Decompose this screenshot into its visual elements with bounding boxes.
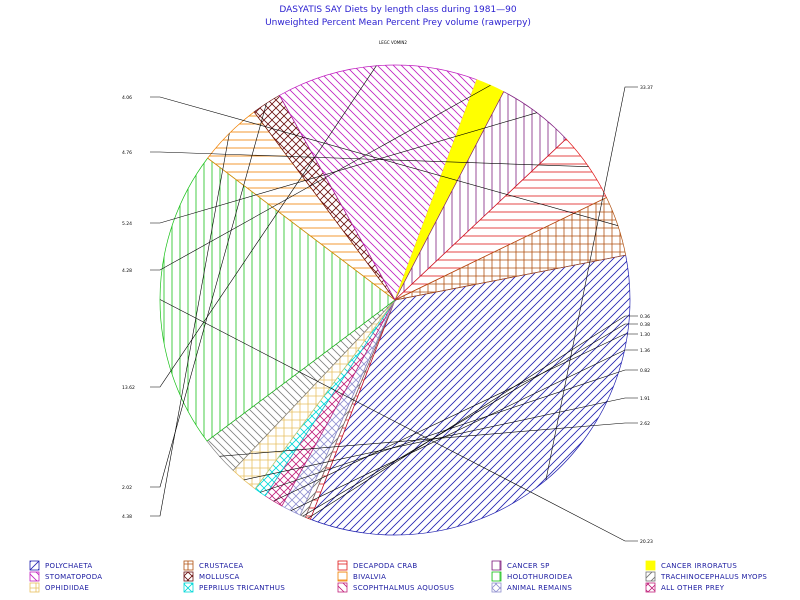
slice-holothuroidea — [159, 157, 396, 442]
leader-line-decapoda-crab — [307, 315, 638, 519]
leader-line-scophthalmus-aquosus — [219, 422, 638, 457]
legend-swatch-peprilus-tricanthus — [183, 582, 194, 593]
slice-label-decapoda-crab: 4.76 — [122, 150, 132, 156]
slice-label-stomatopoda: 13.62 — [122, 385, 135, 391]
pie-slices — [159, 64, 631, 536]
slice-label-cancer-sp: 5.24 — [122, 221, 132, 227]
slice-label-bivalvia: 4.38 — [122, 514, 132, 520]
legend-label-bivalvia: BIVALVIA — [353, 573, 386, 581]
leader-line-animal-remains — [290, 349, 638, 511]
legend-label-polychaeta: POLYCHAETA — [45, 562, 92, 570]
legend-swatch-holothuroidea — [491, 571, 502, 582]
leader-line-ophidiidae — [243, 397, 638, 481]
chart-small-heading: LEGC VOMIN2 — [379, 40, 407, 45]
leader-line-trachinocephalus-myops — [302, 323, 638, 517]
slice-label-all-other-prey: 1.30 — [640, 332, 650, 338]
legend-label-cancer-irroratus: CANCER IRRORATUS — [661, 562, 737, 570]
legend-swatch-animal-remains — [491, 582, 502, 593]
legend-swatch-decapoda-crab — [337, 560, 348, 571]
slice-label-polychaeta: 33.37 — [640, 85, 653, 91]
legend-label-ophidiidae: OPHIDIIDAE — [45, 584, 89, 592]
leader-line-peprilus-tricanthus — [260, 369, 638, 493]
legend-label-peprilus-tricanthus: PEPRILUS TRICANTHUS — [199, 584, 285, 592]
legend-label-animal-remains: ANIMAL REMAINS — [507, 584, 572, 592]
legend-label-mollusca: MOLLUSCA — [199, 573, 240, 581]
legend-swatch-trachinocephalus-myops — [645, 571, 656, 582]
legend-swatch-cancer-irroratus — [645, 560, 656, 571]
slice-label-mollusca: 2.02 — [122, 485, 132, 491]
legend-swatch-scophthalmus-aquosus — [337, 582, 348, 593]
leader-line-mollusca — [150, 103, 267, 488]
slice-label-ophidiidae: 1.91 — [640, 396, 650, 402]
legend-swatch-bivalvia — [337, 571, 348, 582]
legend-swatch-stomatopoda — [29, 571, 40, 582]
chart-subtitle: Unweighted Percent Mean Percent Prey vol… — [265, 18, 531, 28]
slice-label-crustacea: 4.06 — [122, 95, 132, 101]
legend-swatch-crustacea — [183, 560, 194, 571]
legend-swatch-ophidiidae — [29, 582, 40, 593]
leader-line-decapoda-crab — [150, 151, 589, 167]
leader-line-bivalvia — [150, 133, 230, 517]
slice-label-trachinocephalus-myops: 0.38 — [640, 322, 650, 328]
legend-label-cancer-sp: CANCER SP — [507, 562, 550, 570]
leader-line-holothuroidea — [159, 299, 638, 542]
slice-label-peprilus-tricanthus: 0.82 — [640, 368, 650, 374]
slice-label-cancer-irroratus: 4.28 — [122, 268, 132, 274]
slice-labels: 33.37 0.36 0.38 1.36 1.30 0.82 1.91 2.62 20.23 4.… — [122, 65, 653, 545]
slice-label-scophthalmus-aquosus: 2.62 — [640, 421, 650, 427]
leader-line-cancer-irroratus — [150, 85, 491, 271]
leader-line-cancer-sp — [150, 112, 537, 224]
legend-label-all-other-prey: ALL OTHER PREY — [661, 584, 725, 592]
legend-label-decapoda-crab: DECAPODA CRAB — [353, 562, 417, 570]
leader-line-crustacea — [150, 96, 619, 226]
legend-swatch-all-other-prey — [645, 582, 656, 593]
leader-line-stomatopoda — [150, 65, 377, 388]
legend-label-stomatopoda: STOMATOPODA — [45, 573, 102, 581]
legend-swatch-polychaeta — [29, 560, 40, 571]
slice-polychaeta — [309, 254, 631, 536]
legend-label-scophthalmus-aquosus: SCOPHTHALMUS AQUOSUS — [353, 584, 454, 592]
leader-line-polychaeta — [545, 86, 638, 481]
legend-swatch-cancer-sp — [491, 560, 502, 571]
legend-label-trachinocephalus-myops: TRACHINOCEPHALUS MYOPS — [660, 573, 767, 581]
leader-line-all-other-prey — [273, 333, 638, 502]
legend: POLYCHAETA CRUSTACEA DECAPODA CRAB CANCER S… — [29, 560, 767, 593]
slice-label-decapoda-crab: 0.36 — [640, 314, 650, 320]
slice-label-animal-remains: 1.36 — [640, 348, 650, 354]
chart-title: DASYATIS SAY Diets by length class durin… — [279, 5, 517, 15]
legend-label-crustacea: CRUSTACEA — [199, 562, 244, 570]
slice-label-holothuroidea: 20.23 — [640, 539, 653, 545]
legend-label-holothuroidea: HOLOTHUROIDEA — [507, 573, 573, 581]
legend-swatch-mollusca — [183, 571, 194, 582]
